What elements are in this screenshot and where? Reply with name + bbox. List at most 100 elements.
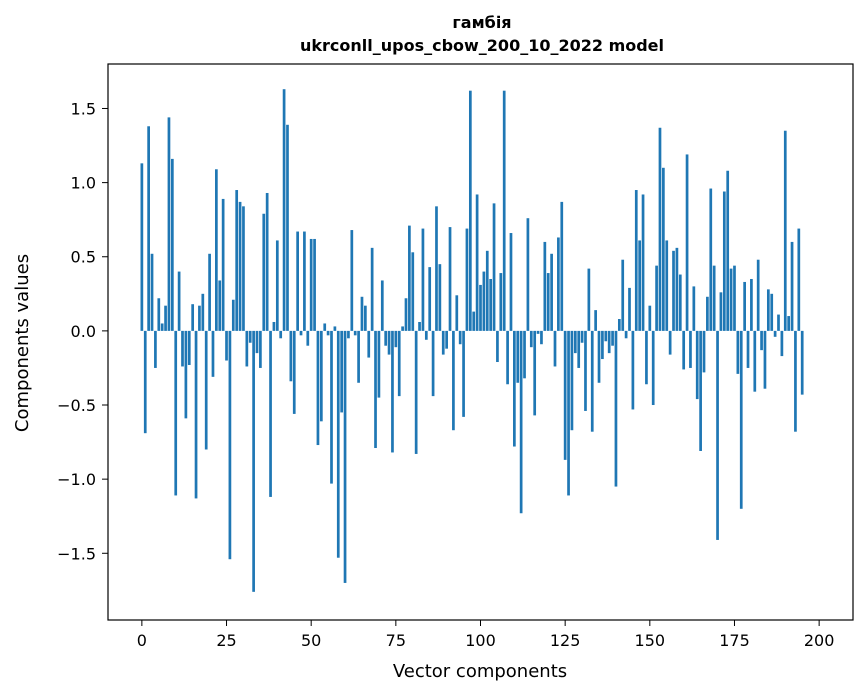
bar (787, 316, 791, 331)
bar (154, 330, 157, 368)
x-axis-label: Vector components (393, 661, 567, 682)
bar (326, 330, 330, 336)
bar (604, 330, 608, 342)
bar (702, 330, 706, 373)
chart-title: гамбія (452, 13, 511, 32)
bar (614, 330, 618, 487)
bar (353, 330, 357, 336)
bar (313, 238, 316, 331)
bar (790, 241, 794, 331)
bar (489, 278, 493, 331)
bar (364, 305, 367, 331)
bar (685, 154, 689, 331)
bar (177, 271, 181, 331)
x-tick-label: 0 (137, 631, 147, 650)
bar (678, 274, 682, 331)
bar (523, 330, 526, 379)
bar (380, 280, 384, 331)
bar (567, 330, 570, 496)
y-axis-label: Components values (12, 254, 33, 432)
bar (235, 190, 239, 331)
bar (286, 124, 289, 331)
y-tick-label: 1.0 (71, 174, 96, 193)
bar (543, 241, 547, 331)
bar (289, 330, 293, 382)
bar (682, 330, 686, 370)
bar (777, 314, 780, 331)
bar (479, 284, 482, 331)
bar (783, 130, 787, 331)
bar (404, 298, 408, 331)
bar (255, 330, 259, 354)
bar (170, 158, 174, 331)
bar (431, 330, 435, 397)
bar (391, 330, 394, 453)
bar (553, 330, 557, 367)
bar (557, 237, 560, 331)
bar (435, 206, 438, 331)
y-tick-label: 1.5 (71, 99, 96, 118)
bar (590, 330, 594, 432)
bar (441, 330, 445, 355)
bar (211, 330, 215, 377)
bar (485, 250, 489, 331)
y-tick-label: −1.5 (57, 544, 96, 563)
bar (794, 330, 797, 432)
bar (184, 330, 188, 419)
bar (374, 330, 377, 449)
bar (641, 194, 645, 331)
bar (722, 191, 726, 331)
y-axis-ticks: −1.5 −1.0 −0.5 0.0 0.5 1.0 1.5 (57, 99, 108, 563)
bar (418, 321, 421, 331)
bar (272, 321, 276, 331)
bar (397, 330, 401, 397)
bar (347, 330, 350, 339)
bar (695, 330, 699, 400)
x-tick-label: 175 (719, 631, 750, 650)
bar (617, 319, 621, 331)
bar (174, 330, 178, 496)
bar (706, 296, 709, 331)
bar (743, 281, 746, 331)
bar (269, 330, 272, 497)
bar (621, 259, 625, 331)
bar (370, 247, 374, 331)
bar (570, 330, 574, 431)
bar (282, 89, 286, 331)
bar (780, 330, 784, 357)
bar (587, 268, 591, 331)
bar (628, 287, 631, 331)
bar (221, 198, 225, 331)
bar (245, 330, 249, 367)
bar (360, 296, 364, 331)
bar (384, 330, 388, 346)
bar (231, 299, 235, 331)
x-tick-label: 150 (635, 631, 666, 650)
bar (513, 330, 516, 447)
bar (529, 330, 533, 348)
bar (455, 295, 459, 331)
bar (526, 218, 530, 331)
bar (729, 268, 733, 331)
bar (316, 330, 320, 446)
bar (611, 330, 614, 346)
bar (150, 253, 154, 331)
bar (225, 330, 228, 361)
bar (462, 330, 465, 417)
y-tick-label: 0.0 (71, 322, 96, 341)
bar (475, 194, 479, 331)
y-tick-label: −0.5 (57, 396, 96, 415)
bar (580, 330, 584, 343)
bar (601, 330, 604, 360)
bar (496, 330, 499, 363)
bar (401, 326, 404, 331)
bar (499, 273, 503, 331)
bar (143, 330, 147, 434)
bar (377, 330, 381, 398)
y-tick-label: −1.0 (57, 470, 96, 489)
bar (546, 273, 550, 331)
bar (699, 330, 702, 451)
bar (306, 330, 310, 346)
bar (563, 330, 567, 460)
